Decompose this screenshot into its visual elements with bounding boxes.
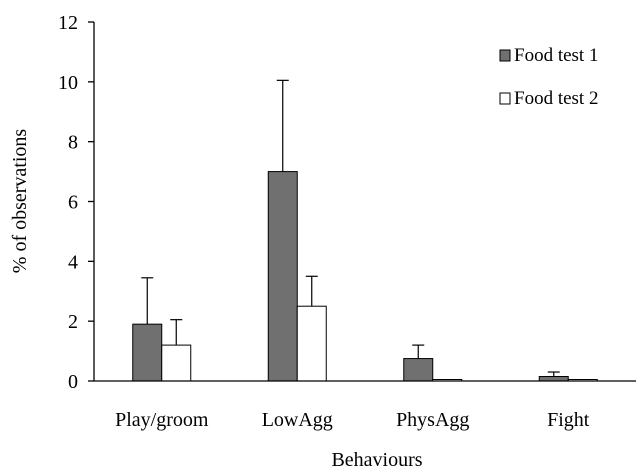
- x-tick-label-play-groom: Play/groom: [115, 409, 209, 431]
- bar-fight-series-1: [538, 376, 569, 382]
- legend-swatch-food-test-1: [499, 49, 511, 62]
- bar-play-groom-series-1: [132, 323, 163, 382]
- x-tick-label-fight: Fight: [547, 409, 590, 431]
- y-axis-title: % of observations: [9, 129, 31, 274]
- legend-label-food-test-2: Food test 2: [514, 88, 598, 109]
- bar-physagg-series-1: [403, 358, 434, 382]
- x-tick-label-lowagg: LowAgg: [262, 409, 333, 431]
- y-tick-label: 6: [68, 192, 78, 214]
- bars-layer: [132, 79, 598, 382]
- y-tick-label: 10: [58, 72, 78, 94]
- bar-lowagg-series-2: [296, 305, 327, 382]
- x-tick-labels: Play/groom LowAgg PhysAgg Fight: [115, 409, 590, 431]
- bar-lowagg-series-1: [267, 171, 298, 382]
- legend-swatch-food-test-2: [499, 92, 511, 105]
- y-tick-label: 0: [68, 371, 78, 393]
- bar-play-groom-series-2: [161, 344, 192, 382]
- y-tick-label: 12: [58, 12, 78, 34]
- x-tick-label-physagg: PhysAgg: [396, 409, 469, 431]
- legend-label-food-test-1: Food test 1: [514, 45, 598, 66]
- legend: Food test 1 Food test 2: [499, 45, 598, 109]
- y-tick-label: 4: [68, 251, 78, 273]
- y-tick-label: 8: [68, 132, 78, 154]
- x-axis-title: Behaviours: [331, 449, 422, 471]
- y-ticks: 0 2 4 6 8 10 12: [58, 12, 94, 393]
- y-tick-label: 2: [68, 311, 78, 333]
